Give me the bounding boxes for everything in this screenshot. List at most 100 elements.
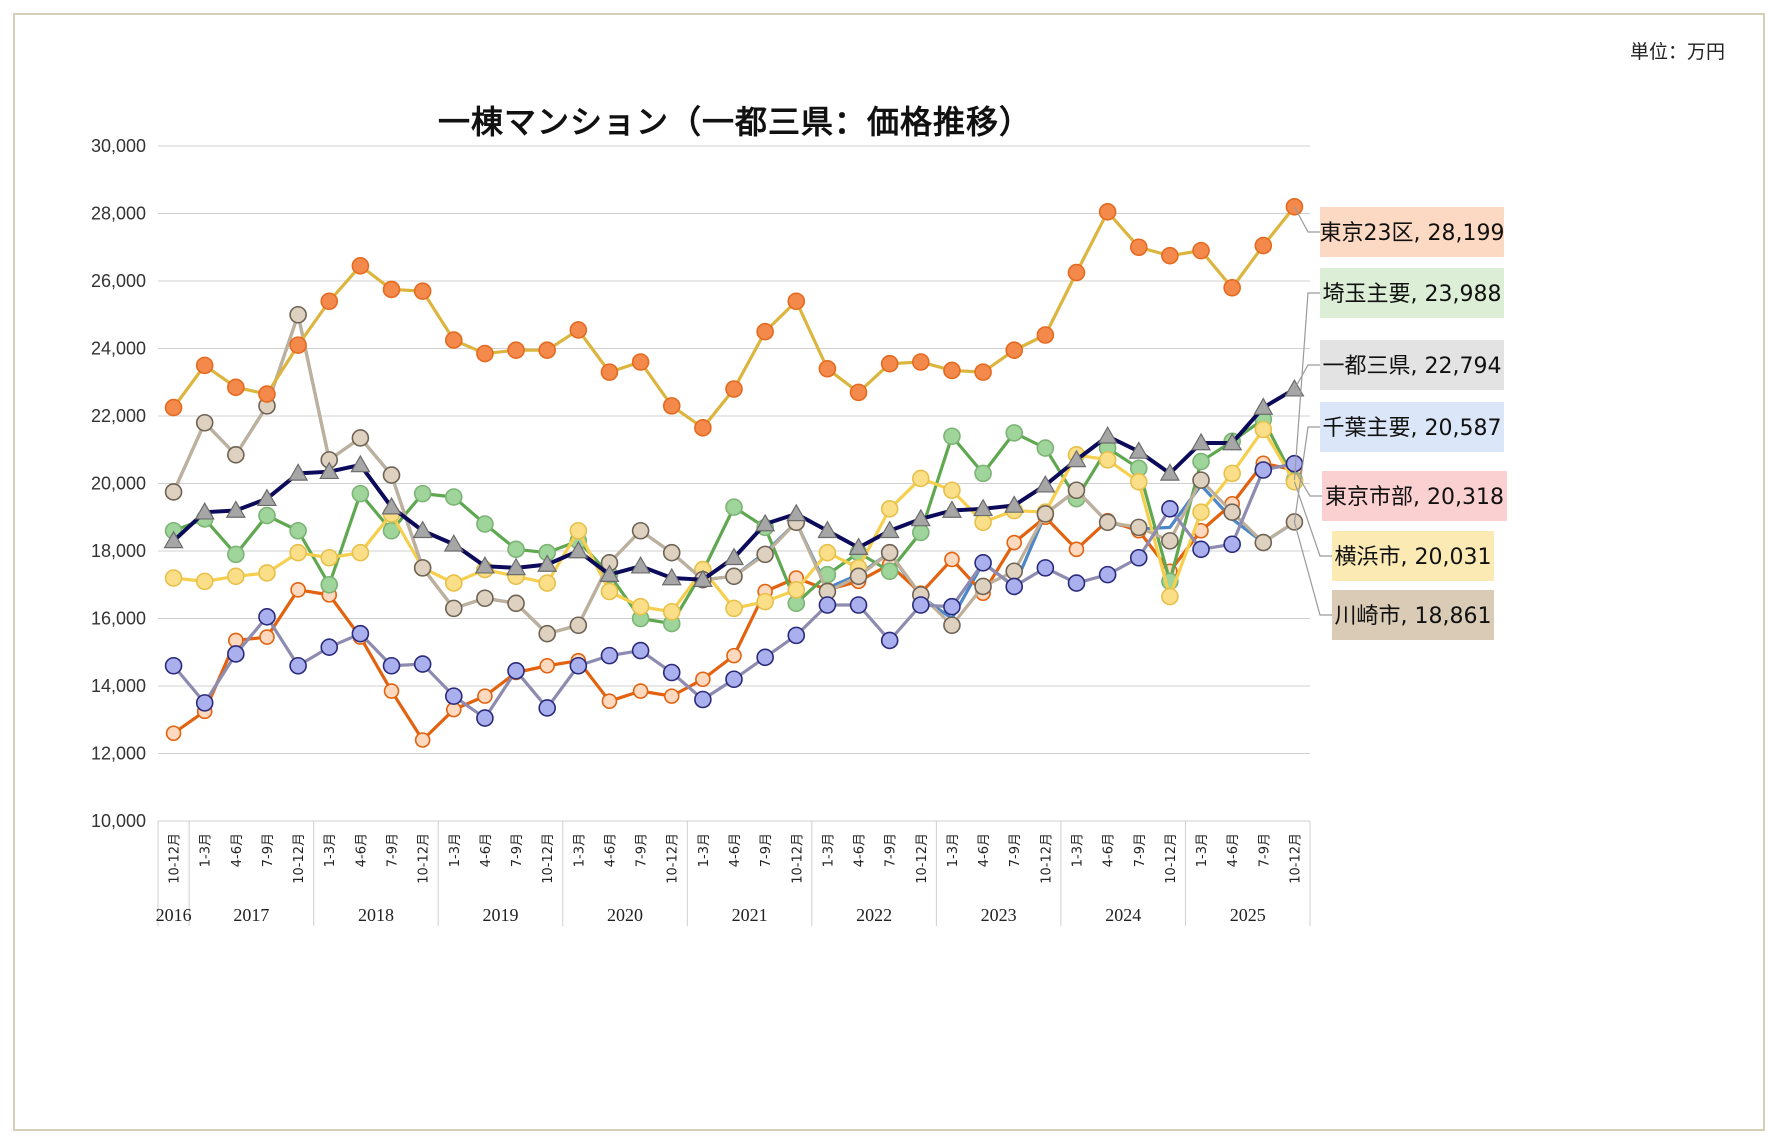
chart-frame: 単位：万円 一棟マンション（一都三県：価格推移） 10,000 12,000 14,… — [13, 13, 1765, 1131]
data-point — [941, 500, 962, 518]
data-point — [725, 380, 743, 398]
x-tick-label: 10-12月 — [1164, 833, 1179, 884]
data-point — [351, 257, 370, 275]
data-point — [195, 572, 214, 591]
series-label: 埼玉主要, 23,988 — [1323, 282, 1502, 307]
data-point — [568, 540, 589, 559]
data-point — [756, 322, 774, 341]
data-point — [1036, 439, 1055, 457]
data-point — [413, 559, 432, 577]
x-tick-label: 4-6月 — [354, 833, 369, 867]
label-box — [1332, 590, 1494, 640]
data-point — [974, 513, 992, 532]
data-point — [912, 523, 930, 542]
x-tick-label: 1-3月 — [946, 833, 961, 867]
data-point — [507, 341, 525, 359]
data-point — [1068, 541, 1085, 558]
data-point — [1067, 574, 1086, 592]
data-point — [258, 608, 276, 626]
data-point — [163, 530, 184, 549]
data-point — [880, 631, 899, 650]
x-tick-label: 10-12月 — [666, 833, 681, 884]
data-point — [1005, 424, 1024, 442]
y-tick-label: 30,000 — [91, 136, 146, 156]
x-tick-label: 1-3月 — [697, 833, 712, 867]
data-point — [1254, 420, 1273, 439]
leader-line — [1293, 469, 1322, 497]
data-point — [1098, 565, 1117, 584]
data-point — [476, 709, 494, 727]
data-point — [849, 567, 868, 586]
data-point — [974, 554, 992, 572]
data-point — [1005, 577, 1024, 596]
data-point — [351, 484, 370, 503]
x-tick-label: 4-6月 — [853, 833, 868, 867]
data-point — [756, 592, 774, 611]
x-tick-label: 7-9月 — [635, 833, 650, 867]
data-point — [507, 540, 525, 559]
x-tick-label: 7-9月 — [884, 833, 899, 867]
x-tick-label: 10-12月 — [1288, 833, 1303, 884]
data-point — [1036, 505, 1055, 523]
data-point — [662, 397, 681, 415]
data-point — [631, 353, 650, 371]
data-point — [1036, 559, 1055, 577]
data-point — [1161, 246, 1179, 265]
data-point — [164, 483, 183, 501]
data-point — [382, 656, 401, 675]
data-point — [1098, 203, 1117, 221]
data-point — [289, 521, 307, 540]
year-label: 2017 — [233, 905, 269, 925]
year-label: 2024 — [1105, 905, 1141, 925]
data-point — [662, 543, 681, 562]
data-point — [692, 569, 713, 588]
y-tick-label: 22,000 — [91, 406, 146, 426]
unit-label: 単位：万円 — [1629, 41, 1725, 63]
data-point — [289, 543, 307, 562]
data-point — [444, 331, 463, 349]
label-box — [1320, 207, 1504, 257]
data-point — [880, 562, 899, 581]
data-point — [320, 638, 339, 656]
data-point — [1161, 532, 1179, 550]
data-point — [600, 646, 619, 665]
year-label: 2025 — [1230, 905, 1266, 925]
label-box — [1320, 340, 1504, 390]
data-point — [726, 647, 742, 664]
leader-line — [1293, 364, 1320, 390]
y-tick-label: 18,000 — [91, 541, 146, 561]
data-point — [818, 543, 837, 562]
data-point — [974, 363, 992, 381]
series-label: 東京市部, 20,318 — [1325, 485, 1504, 510]
y-tick-label: 16,000 — [91, 609, 146, 629]
data-point — [443, 534, 464, 552]
data-point — [1159, 463, 1180, 481]
data-point — [912, 469, 930, 488]
data-point — [1285, 454, 1304, 473]
data-point — [880, 543, 899, 562]
x-tick-label: 1-3月 — [448, 833, 463, 867]
x-tick-label: 10-12月 — [417, 833, 432, 884]
data-point — [786, 503, 807, 522]
data-point — [569, 616, 588, 635]
data-point — [1190, 432, 1212, 451]
data-point — [195, 356, 214, 375]
data-point — [631, 597, 650, 616]
data-point — [600, 363, 619, 381]
data-point — [787, 292, 806, 311]
data-point — [1129, 238, 1148, 257]
data-point — [413, 655, 432, 673]
data-point — [413, 282, 432, 300]
x-tick-label: 10-12月 — [790, 833, 805, 884]
data-point — [632, 683, 649, 699]
data-point — [538, 574, 556, 592]
data-point — [943, 597, 961, 616]
data-point — [1253, 397, 1274, 415]
data-point — [289, 305, 307, 324]
data-point — [225, 500, 246, 518]
x-tick-label: 7-9月 — [1008, 833, 1023, 867]
data-point — [444, 574, 463, 592]
data-point — [288, 463, 309, 481]
data-point — [1129, 473, 1148, 491]
leader-line — [1293, 521, 1332, 616]
